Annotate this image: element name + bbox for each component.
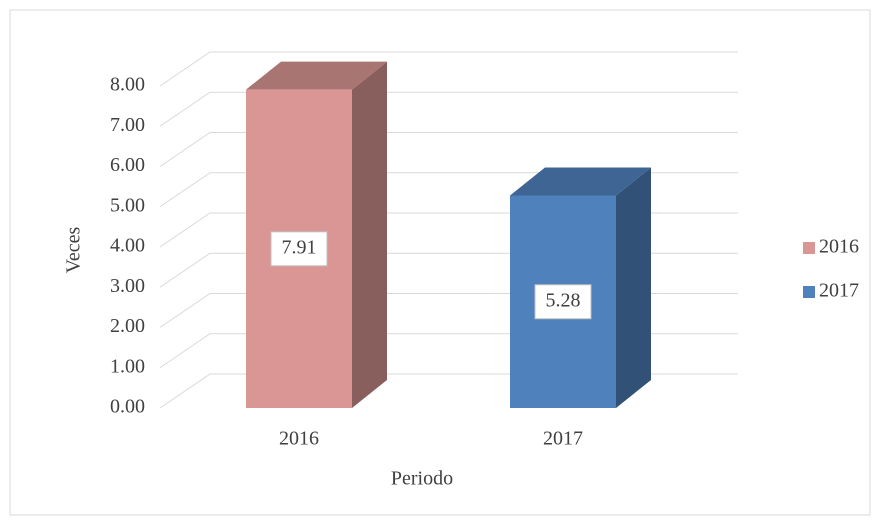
y-tick-label: 8.00: [110, 74, 145, 96]
x-tick-label: 2017: [543, 428, 583, 450]
grid-line: [159, 91, 738, 127]
y-tick-label: 7.00: [110, 114, 145, 136]
grid-line: [159, 51, 738, 87]
y-tick-label: 2.00: [110, 315, 145, 337]
x-tick-label: 2016: [279, 428, 319, 450]
legend-label: 2016: [819, 236, 859, 258]
y-tick-label: 1.00: [110, 355, 145, 377]
bar-top: [510, 167, 651, 196]
y-tick-label: 0.00: [110, 396, 145, 418]
bar-side: [352, 61, 387, 409]
legend-swatch: [803, 286, 815, 298]
legend-label: 2017: [819, 280, 859, 302]
bar-side: [616, 167, 651, 408]
y-tick-label: 3.00: [110, 275, 145, 297]
y-axis-title: Veces: [63, 226, 85, 273]
value-label: 5.28: [546, 289, 581, 311]
x-axis-title: Periodo: [391, 468, 453, 490]
y-tick-label: 6.00: [110, 154, 145, 176]
bar-top: [246, 61, 387, 90]
value-label: 7.91: [282, 236, 317, 258]
y-tick-label: 5.00: [110, 194, 145, 216]
chart-border: [9, 9, 871, 516]
value-label-box: [270, 231, 328, 267]
grid-line: [159, 132, 738, 167]
value-label-box: [534, 284, 592, 320]
legend-swatch: [803, 242, 815, 254]
y-tick-label: 4.00: [110, 235, 145, 257]
